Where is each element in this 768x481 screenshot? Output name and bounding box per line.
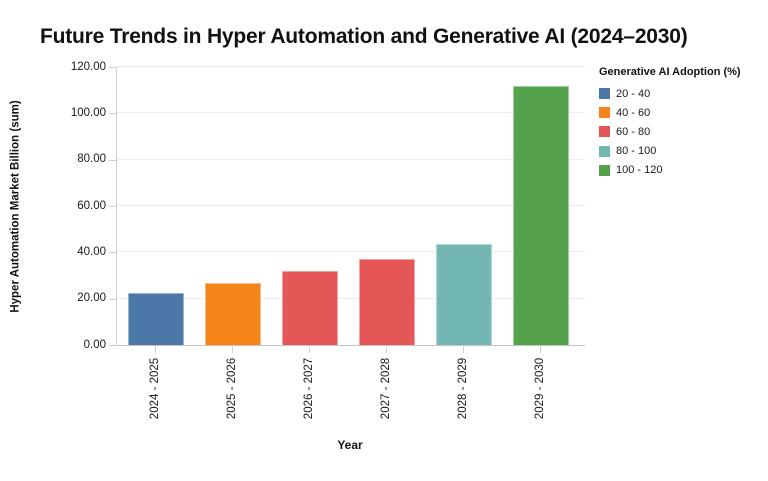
x-tick-label: 2026 - 2027 — [302, 357, 315, 420]
legend-swatch — [599, 145, 610, 157]
legend-item-label: 100 - 120 — [616, 164, 663, 177]
y-tick-label: 120.00 — [70, 60, 106, 73]
y-tick-label: 100.00 — [70, 106, 106, 119]
legend-item: 100 - 120 — [599, 161, 741, 180]
legend-swatch — [599, 164, 610, 176]
y-tick-label: 40.00 — [77, 245, 106, 258]
y-tick-mark — [109, 206, 116, 207]
x-tick-mark — [155, 346, 156, 353]
gridline — [117, 66, 585, 67]
bar-2029-2030 — [513, 85, 569, 345]
legend-item: 80 - 100 — [599, 142, 741, 161]
bar-2027-2028 — [359, 258, 415, 345]
legend-item-label: 20 - 40 — [616, 87, 651, 100]
chart-title: Future Trends in Hyper Automation and Ge… — [40, 25, 688, 48]
x-tick-label: 2024 - 2025 — [148, 357, 161, 420]
y-axis-title: Hyper Automation Market Billion (sum) — [9, 99, 22, 313]
bar-2026-2027 — [282, 271, 338, 345]
y-tick-label: 80.00 — [77, 153, 106, 166]
y-tick-mark — [109, 252, 116, 254]
x-tick-label: 2025 - 2026 — [225, 357, 238, 420]
gridline — [117, 297, 585, 299]
legend-swatch — [599, 126, 610, 138]
x-tick-label: 2028 - 2029 — [456, 357, 469, 420]
gridline — [117, 158, 585, 160]
x-tick-mark — [309, 346, 310, 353]
x-axis-title: Year — [337, 438, 363, 452]
y-tick-mark — [109, 159, 116, 161]
legend: Generative AI Adoption (%) 20 - 40 40 - 6… — [599, 66, 741, 180]
gridline — [117, 112, 585, 114]
gridline — [117, 251, 585, 253]
legend-item: 20 - 40 — [599, 84, 741, 103]
plot-area — [116, 66, 585, 346]
gridline — [117, 205, 585, 206]
legend-item-label: 40 - 60 — [616, 106, 651, 119]
x-tick-mark — [232, 346, 233, 353]
legend-swatch — [599, 88, 610, 100]
legend-title: Generative AI Adoption (%) — [599, 66, 741, 78]
x-tick-label: 2027 - 2028 — [379, 357, 392, 420]
legend-item-label: 80 - 100 — [616, 145, 657, 158]
y-tick-mark — [109, 345, 116, 346]
y-tick-label: 0.00 — [83, 338, 106, 351]
legend-item-label: 60 - 80 — [616, 125, 651, 138]
bar-2028-2029 — [436, 244, 492, 345]
legend-swatch — [599, 107, 610, 119]
x-tick-label: 2029 - 2030 — [533, 357, 546, 420]
legend-item: 60 - 80 — [599, 122, 741, 141]
x-tick-mark — [386, 346, 387, 353]
bar-2024-2025 — [128, 292, 184, 345]
y-tick-mark — [109, 113, 116, 115]
bar-2025-2026 — [205, 283, 261, 345]
x-tick-mark — [540, 346, 541, 353]
x-tick-mark — [463, 346, 464, 353]
legend-items: 20 - 40 40 - 60 60 - 80 80 - 100 100 - 120 — [599, 84, 741, 180]
y-tick-label: 60.00 — [77, 199, 106, 212]
legend-item: 40 - 60 — [599, 103, 741, 122]
y-tick-label: 20.00 — [77, 292, 106, 305]
y-tick-mark — [109, 67, 116, 68]
y-tick-mark — [109, 298, 116, 300]
